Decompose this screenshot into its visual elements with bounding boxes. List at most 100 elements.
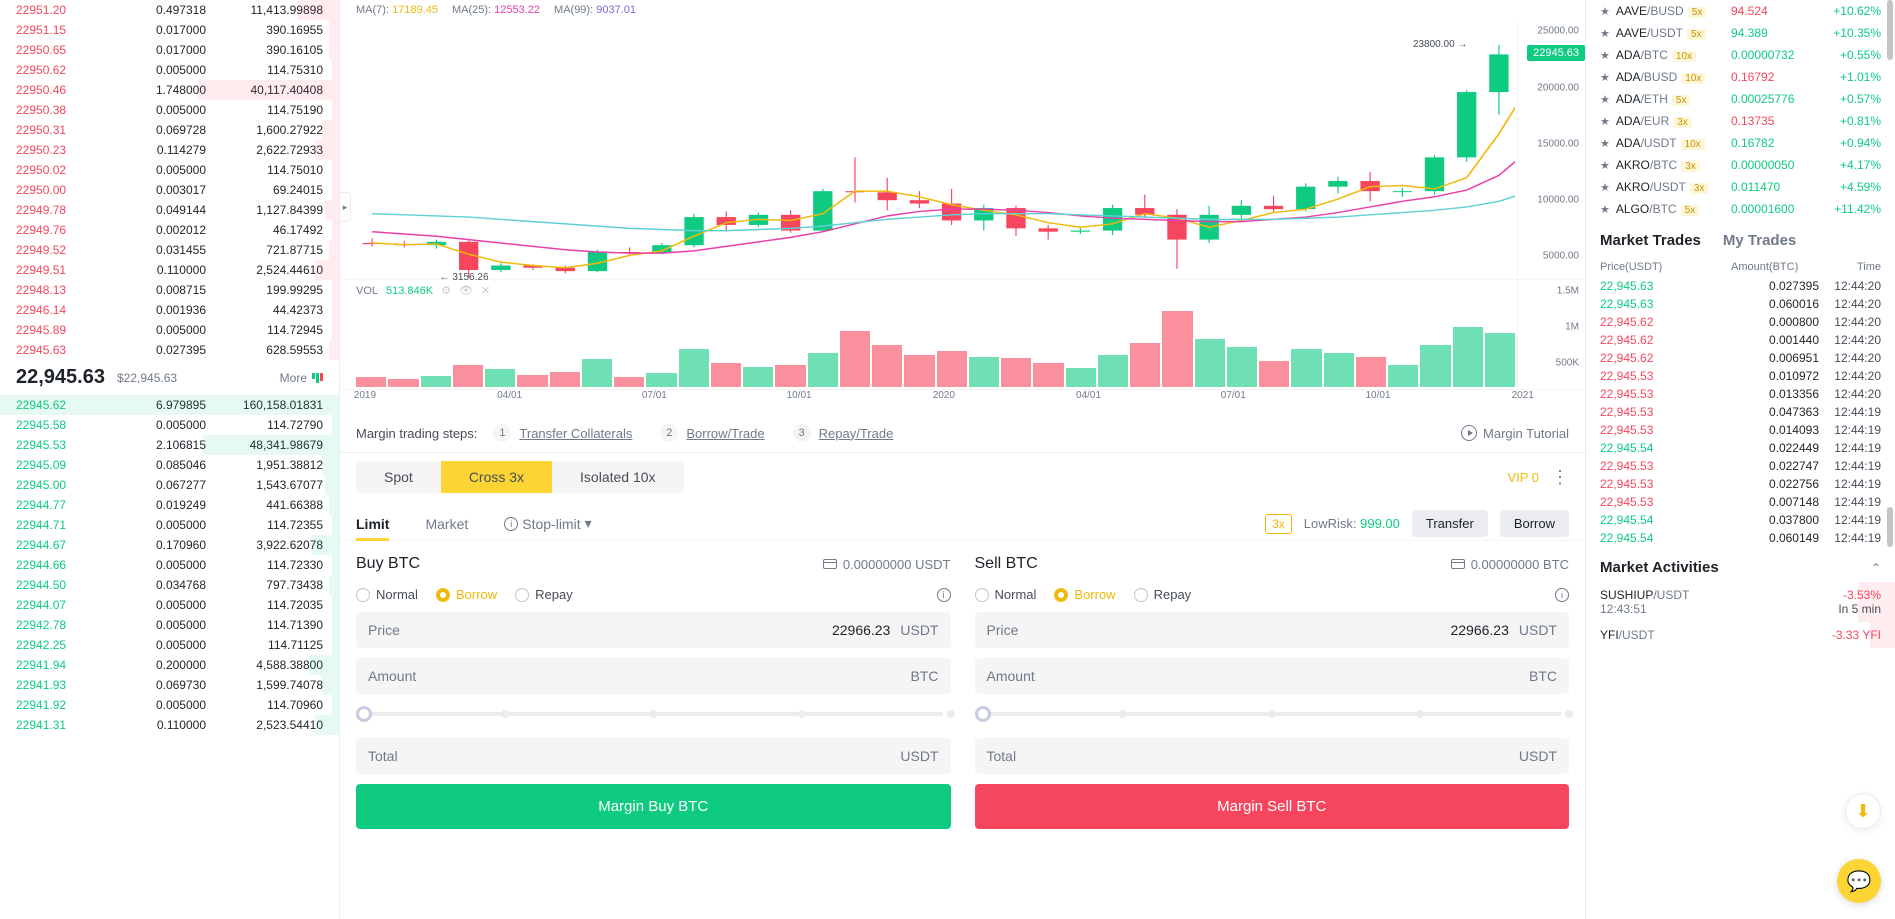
sell-price-input[interactable]: Price USDT xyxy=(975,612,1570,648)
activity-row[interactable]: YFI/USDT-3.33 YFI xyxy=(1586,622,1895,648)
pair-row[interactable]: ★ ADA/EUR3x 0.13735 +0.81% xyxy=(1586,110,1895,132)
trades-scrollbar[interactable] xyxy=(1887,507,1893,547)
buy-mode-info-icon[interactable]: i xyxy=(937,588,951,602)
orderbook-row[interactable]: 22949.520.031455721.87715 xyxy=(0,240,339,260)
margin-step[interactable]: 1Transfer Collaterals xyxy=(493,424,632,442)
leverage-badge[interactable]: 3x xyxy=(1265,514,1292,534)
star-icon[interactable]: ★ xyxy=(1600,71,1610,84)
orderbook-row[interactable]: 22950.230.1142792,622.72933 xyxy=(0,140,339,160)
buy-price-input[interactable]: Price USDT xyxy=(356,612,951,648)
pair-row[interactable]: ★ AAVE/BUSD5x 94.524 +10.62% xyxy=(1586,0,1895,22)
tab-market-trades[interactable]: Market Trades xyxy=(1600,232,1701,249)
orderbook-row[interactable]: 22945.000.0672771,543.67077 xyxy=(0,475,339,495)
tab-isolated[interactable]: Isolated 10x xyxy=(552,461,684,493)
sell-mode-repay[interactable]: Repay xyxy=(1134,587,1192,602)
sell-total-input[interactable]: Total USDT xyxy=(975,738,1570,774)
star-icon[interactable]: ★ xyxy=(1600,49,1610,62)
star-icon[interactable]: ★ xyxy=(1600,115,1610,128)
orderbook-row[interactable]: 22946.140.00193644.42373 xyxy=(0,300,339,320)
orderbook-row[interactable]: 22944.070.005000114.72035 xyxy=(0,595,339,615)
orderbook-row[interactable]: 22950.650.017000390.16105 xyxy=(0,40,339,60)
margin-buy-button[interactable]: Margin Buy BTC xyxy=(356,784,951,829)
activity-row[interactable]: SUSHIUP/USDT-3.53% 12:43:51 In 5 min xyxy=(1586,582,1895,622)
orderbook-row[interactable]: 22941.310.1100002,523.54410 xyxy=(0,715,339,735)
sell-mode-normal[interactable]: Normal xyxy=(975,587,1037,602)
orderbook-row[interactable]: 22944.660.005000114.72330 xyxy=(0,555,339,575)
buy-mode-borrow[interactable]: Borrow xyxy=(436,587,497,602)
orderbook-row[interactable]: 22951.150.017000390.16955 xyxy=(0,20,339,40)
star-icon[interactable]: ★ xyxy=(1600,181,1610,194)
star-icon[interactable]: ★ xyxy=(1600,5,1610,18)
more-menu-icon[interactable]: ⋮ xyxy=(1551,467,1569,488)
buy-mode-normal[interactable]: Normal xyxy=(356,587,418,602)
tab-spot[interactable]: Spot xyxy=(356,461,441,493)
orderbook-row[interactable]: 22949.780.0491441,127.84399 xyxy=(0,200,339,220)
orderbook-row[interactable]: 22950.620.005000114.75310 xyxy=(0,60,339,80)
order-type-market[interactable]: Market xyxy=(425,508,468,540)
orderbook-row[interactable]: 22944.670.1709603,922.62078 xyxy=(0,535,339,555)
pairs-scrollbar[interactable] xyxy=(1887,0,1893,60)
order-type-stoplimit[interactable]: i Stop-limit ▾ xyxy=(504,507,591,540)
margin-tutorial-link[interactable]: Margin Tutorial xyxy=(1461,425,1569,441)
orderbook-row[interactable]: 22948.130.008715199.99295 xyxy=(0,280,339,300)
orderbook-row[interactable]: 22950.310.0697281,600.27922 xyxy=(0,120,339,140)
borrow-button[interactable]: Borrow xyxy=(1500,510,1569,537)
sell-mode-info-icon[interactable]: i xyxy=(1555,588,1569,602)
orderbook-row[interactable]: 22941.930.0697301,599.74078 xyxy=(0,675,339,695)
orderbook-row[interactable]: 22944.500.034768797.73438 xyxy=(0,575,339,595)
transfer-button[interactable]: Transfer xyxy=(1412,510,1488,537)
orderbook-row[interactable]: 22951.200.49731811,413.99898 xyxy=(0,0,339,20)
margin-sell-button[interactable]: Margin Sell BTC xyxy=(975,784,1570,829)
vip-level[interactable]: VIP 0 xyxy=(1507,470,1539,485)
orderbook-row[interactable]: 22949.760.00201246.17492 xyxy=(0,220,339,240)
star-icon[interactable]: ★ xyxy=(1600,203,1610,216)
buy-amount-input[interactable]: Amount BTC xyxy=(356,658,951,694)
star-icon[interactable]: ★ xyxy=(1600,27,1610,40)
price-chart[interactable]: 25000.0020000.0015000.0010000.005000.00 … xyxy=(340,20,1585,280)
pair-row[interactable]: ★ ADA/BTC10x 0.00000732 +0.55% xyxy=(1586,44,1895,66)
sell-amount-input[interactable]: Amount BTC xyxy=(975,658,1570,694)
orderbook-row[interactable]: 22950.020.005000114.75010 xyxy=(0,160,339,180)
star-icon[interactable]: ★ xyxy=(1600,137,1610,150)
vol-settings-icon[interactable]: ⚙ xyxy=(441,284,451,297)
orderbook-row[interactable]: 22949.510.1100002,524.44610 xyxy=(0,260,339,280)
order-type-limit[interactable]: Limit xyxy=(356,508,389,540)
chat-button[interactable]: 💬 xyxy=(1837,859,1881,903)
star-icon[interactable]: ★ xyxy=(1600,159,1610,172)
margin-step[interactable]: 3Repay/Trade xyxy=(793,424,894,442)
volume-chart[interactable]: VOL 513.846K ⚙ 👁 ✕ 1.5M1M500K xyxy=(340,280,1585,390)
pair-row[interactable]: ★ AAVE/USDT5x 94.389 +10.35% xyxy=(1586,22,1895,44)
pair-row[interactable]: ★ ADA/ETH5x 0.00025776 +0.57% xyxy=(1586,88,1895,110)
pair-row[interactable]: ★ ALGO/BTC5x 0.00001600 +11.42% xyxy=(1586,198,1895,220)
orderbook-row[interactable]: 22945.532.10681548,341.98679 xyxy=(0,435,339,455)
download-button[interactable]: ⬇ xyxy=(1845,793,1881,829)
orderbook-row[interactable]: 22944.710.005000114.72355 xyxy=(0,515,339,535)
vol-close-icon[interactable]: ✕ xyxy=(481,284,490,297)
buy-mode-repay[interactable]: Repay xyxy=(515,587,573,602)
orderbook-row[interactable]: 22942.780.005000114.71390 xyxy=(0,615,339,635)
buy-total-input[interactable]: Total USDT xyxy=(356,738,951,774)
sell-mode-borrow[interactable]: Borrow xyxy=(1054,587,1115,602)
orderbook-row[interactable]: 22950.461.74800040,117.40408 xyxy=(0,80,339,100)
star-icon[interactable]: ★ xyxy=(1600,93,1610,106)
orderbook-row[interactable]: 22941.920.005000114.70960 xyxy=(0,695,339,715)
orderbook-row[interactable]: 22945.090.0850461,951.38812 xyxy=(0,455,339,475)
pair-row[interactable]: ★ AKRO/USDT3x 0.011470 +4.59% xyxy=(1586,176,1895,198)
orderbook-row[interactable]: 22941.940.2000004,588.38800 xyxy=(0,655,339,675)
orderbook-row[interactable]: 22945.626.979895160,158.01831 xyxy=(0,395,339,415)
orderbook-row[interactable]: 22945.580.005000114.72790 xyxy=(0,415,339,435)
pairs-list[interactable]: ★ AAVE/BUSD5x 94.524 +10.62% ★ AAVE/USDT… xyxy=(1586,0,1895,220)
orderbook-more[interactable]: More xyxy=(280,371,323,385)
orderbook-row[interactable]: 22945.890.005000114.72945 xyxy=(0,320,339,340)
margin-step[interactable]: 2Borrow/Trade xyxy=(660,424,764,442)
orderbook-row[interactable]: 22945.630.027395628.59553 xyxy=(0,340,339,360)
pair-row[interactable]: ★ ADA/USDT10x 0.16782 +0.94% xyxy=(1586,132,1895,154)
pair-row[interactable]: ★ ADA/BUSD10x 0.16792 +1.01% xyxy=(1586,66,1895,88)
buy-amount-slider[interactable] xyxy=(356,704,951,724)
pair-row[interactable]: ★ AKRO/BTC3x 0.00000050 +4.17% xyxy=(1586,154,1895,176)
orderbook-row[interactable]: 22950.380.005000114.75190 xyxy=(0,100,339,120)
sell-amount-slider[interactable] xyxy=(975,704,1570,724)
activities-collapse-icon[interactable]: ⌃ xyxy=(1871,561,1881,575)
vol-eye-icon[interactable]: 👁 xyxy=(459,284,473,297)
tab-my-trades[interactable]: My Trades xyxy=(1723,232,1796,249)
